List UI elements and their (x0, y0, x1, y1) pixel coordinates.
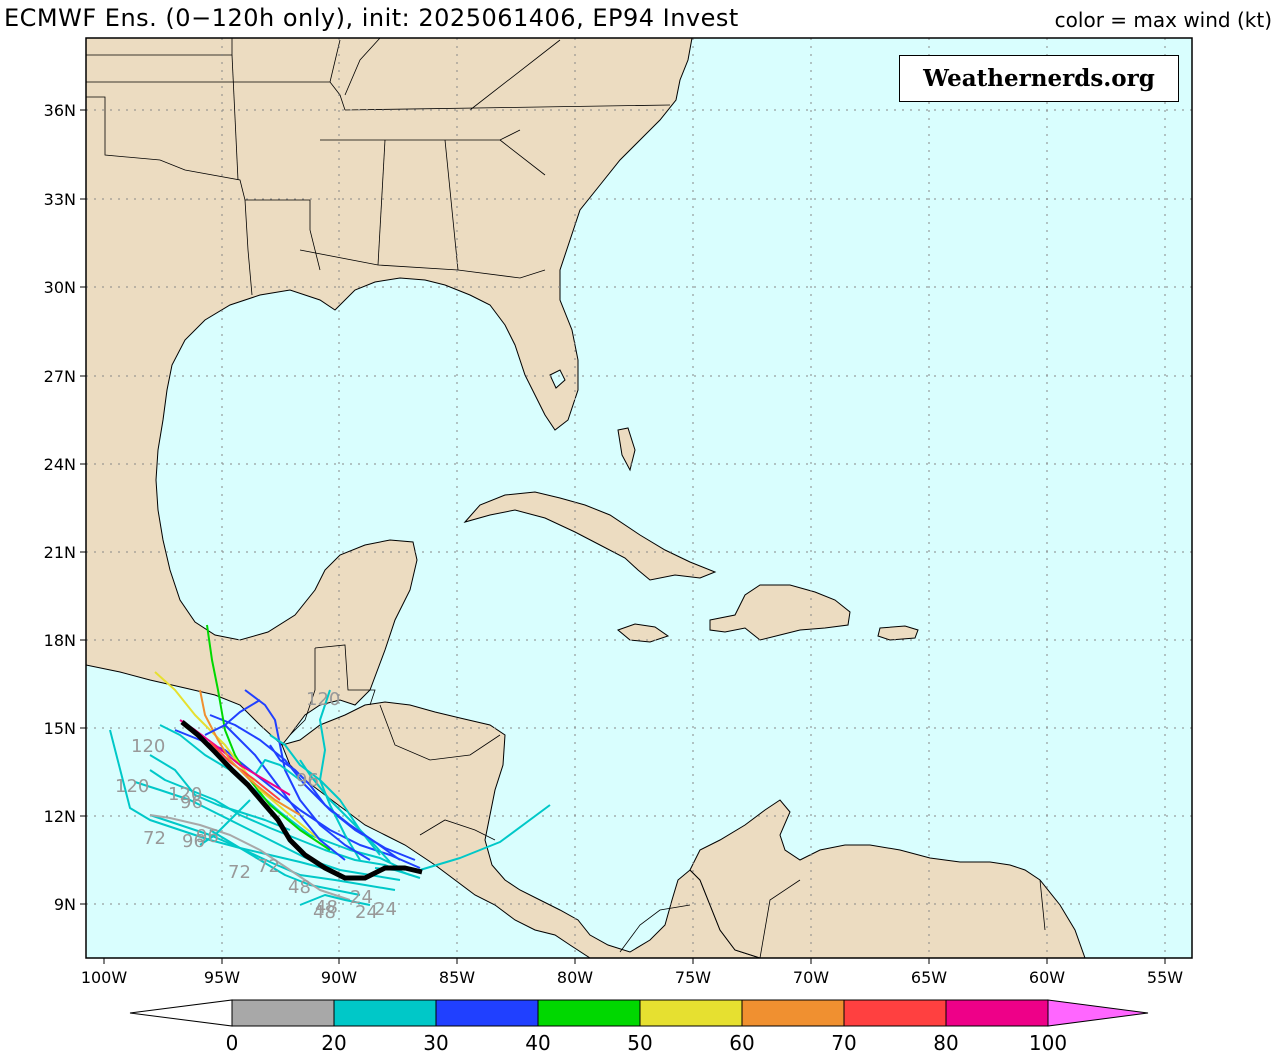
lat-label: 36N (44, 101, 76, 120)
lat-label: 33N (44, 190, 76, 209)
north-america-land (86, 38, 693, 746)
lat-label: 12N (44, 807, 76, 826)
colorbar-tick: 40 (525, 1031, 550, 1055)
lon-label: 85W (439, 968, 475, 987)
hour-label: 24 (350, 887, 373, 908)
colorbar-segment (333, 999, 437, 1027)
colorbar-tick: 50 (627, 1031, 652, 1055)
hour-label: 48 (315, 897, 338, 918)
colorbar-tick: 80 (933, 1031, 958, 1055)
hour-label: 24 (374, 899, 397, 920)
colorbar-segment (741, 999, 845, 1027)
central-america-land (281, 701, 761, 958)
bahamas-land (617, 427, 636, 472)
lon-label: 95W (204, 968, 240, 987)
lat-label: 24N (44, 455, 76, 474)
hour-label: 48 (313, 902, 336, 923)
hour-label: 72 (228, 862, 251, 883)
lat-label: 18N (44, 631, 76, 650)
cuba-land (463, 491, 717, 581)
hour-label: 120 (306, 689, 340, 710)
ensemble-tracks (109, 624, 551, 906)
watermark-box: Weathernerds.org (899, 55, 1179, 102)
lon-label: 75W (675, 968, 711, 987)
lat-label: 21N (44, 543, 76, 562)
map-frame (85, 37, 1193, 959)
forecast-hour-labels: 120 120 120 120 96 96 96 96 72 72 72 48 … (115, 689, 397, 923)
colorbar-tick: 30 (423, 1031, 448, 1055)
lat-label: 9N (54, 895, 76, 914)
graticule (86, 38, 1192, 958)
hispaniola-land (709, 584, 851, 641)
hour-label: 24 (355, 902, 378, 923)
hour-label: 72 (143, 828, 166, 849)
colorbar-segment (231, 999, 335, 1027)
hour-label: 120 (115, 776, 149, 797)
axis-ticks (80, 109, 1166, 964)
colorbar-tick: 20 (321, 1031, 346, 1055)
hour-label: 96 (182, 831, 205, 852)
colorbar-tick: 100 (1029, 1031, 1067, 1055)
florida-lake (549, 369, 566, 389)
puerto-rico-land (877, 625, 919, 641)
colorbar-tick: 70 (831, 1031, 856, 1055)
colorbar-high-extend (1047, 999, 1149, 1027)
hour-label: 48 (288, 877, 311, 898)
colorbar-segment (435, 999, 539, 1027)
hour-label: 120 (131, 736, 165, 757)
colorbar-tick: 60 (729, 1031, 754, 1055)
ensemble-mean-track (180, 720, 423, 881)
hour-label: 96 (180, 792, 203, 813)
lon-label: 70W (793, 968, 829, 987)
hour-label: 72 (257, 856, 280, 877)
colorbar (129, 999, 1149, 1027)
hour-label: 120 (168, 784, 202, 805)
colorbar-segment (639, 999, 743, 1027)
lat-label: 15N (44, 719, 76, 738)
lon-label: 80W (557, 968, 593, 987)
lat-label: 30N (44, 278, 76, 297)
hour-label: 96 (296, 770, 319, 791)
colorbar-segment (537, 999, 641, 1027)
map-title: ECMWF Ens. (0−120h only), init: 20250614… (4, 4, 739, 32)
lat-label: 27N (44, 367, 76, 386)
south-america-land (689, 799, 1086, 958)
lon-label: 65W (911, 968, 947, 987)
hour-label: 96 (196, 826, 219, 847)
lon-label: 100W (81, 968, 128, 987)
colorbar-tick: 0 (226, 1031, 239, 1055)
political-borders (86, 38, 1046, 958)
lon-label: 90W (321, 968, 357, 987)
colorbar-segment (843, 999, 947, 1027)
lon-label: 60W (1029, 968, 1065, 987)
legend-caption: color = max wind (kt) (1054, 8, 1272, 32)
colorbar-segment (945, 999, 1049, 1027)
colorbar-low-extend (129, 999, 233, 1027)
lon-label: 55W (1147, 968, 1183, 987)
